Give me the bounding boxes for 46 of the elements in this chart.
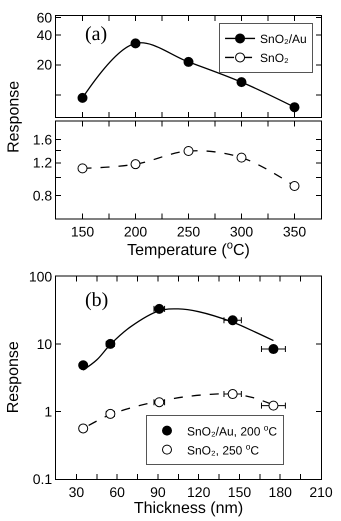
legend-label: SnO₂ bbox=[260, 51, 290, 66]
y-tick-label: 40 bbox=[36, 26, 52, 43]
point bbox=[236, 77, 246, 88]
point bbox=[78, 92, 88, 103]
annotation: (a) bbox=[85, 23, 108, 45]
y-tick-label: 60 bbox=[36, 9, 52, 26]
x-axis-title: Temperature ($^{o}$C) bbox=[127, 239, 250, 260]
y-tick-label: 0.8 bbox=[32, 187, 52, 204]
y-tick-label: 0.1 bbox=[32, 470, 52, 487]
y-tick-label: 1.6 bbox=[32, 132, 52, 148]
point bbox=[290, 180, 300, 191]
point bbox=[228, 389, 238, 400]
point bbox=[268, 344, 278, 354]
x-axis-title: Thickness (nm) bbox=[134, 500, 244, 517]
x-tick-label: 350 bbox=[282, 223, 306, 240]
y-tick-label: 1 bbox=[44, 403, 52, 420]
x-tick-label: 60 bbox=[109, 484, 126, 500]
y-axis-title: Response bbox=[4, 341, 22, 414]
point bbox=[184, 56, 194, 67]
point bbox=[130, 38, 140, 48]
point bbox=[236, 152, 246, 163]
y-axis-title: Response bbox=[5, 80, 22, 153]
point bbox=[290, 102, 300, 112]
point bbox=[268, 400, 278, 411]
legend-label: SnO₂, 250 $^{o}$C bbox=[187, 441, 260, 458]
legend-label: SnO₂/Au bbox=[260, 32, 307, 46]
point bbox=[130, 159, 140, 170]
annotation: (b) bbox=[85, 289, 108, 311]
y-tick-label: 100 bbox=[28, 268, 52, 284]
x-tick-label: 90 bbox=[150, 484, 166, 500]
x-tick-label: 120 bbox=[187, 484, 211, 500]
x-tick-label: 180 bbox=[268, 484, 292, 500]
y-tick-label: 20 bbox=[36, 56, 52, 73]
x-tick-label: 150 bbox=[228, 484, 252, 500]
legend-label: SnO₂/Au, 200 $^{o}$C bbox=[187, 422, 278, 438]
x-tick-label: 250 bbox=[176, 223, 200, 240]
point bbox=[184, 146, 194, 156]
point bbox=[228, 315, 238, 326]
point bbox=[78, 163, 88, 174]
y-tick-label: 10 bbox=[36, 336, 52, 352]
x-tick-label: 30 bbox=[68, 484, 84, 500]
x-tick-label: 200 bbox=[124, 223, 148, 240]
x-tick-label: 300 bbox=[230, 223, 254, 240]
x-tick-label: 210 bbox=[309, 484, 333, 500]
y-tick-label: 1.2 bbox=[32, 154, 52, 171]
x-tick-label: 150 bbox=[70, 223, 94, 240]
